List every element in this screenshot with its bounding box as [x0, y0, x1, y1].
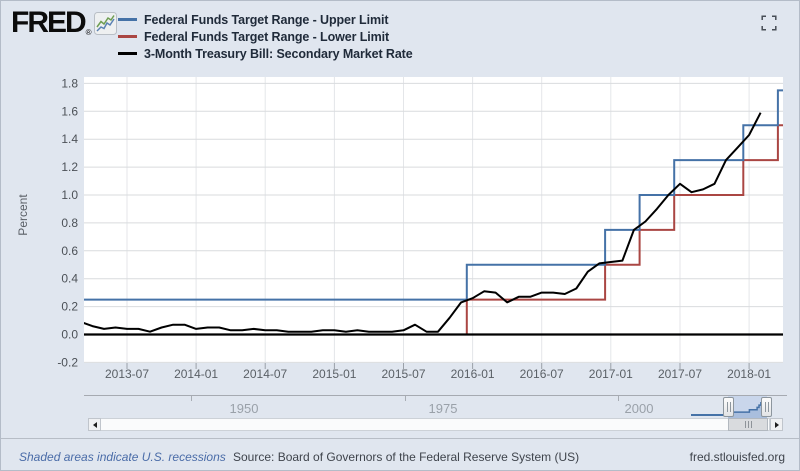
chart-scrollbar[interactable]	[84, 418, 787, 432]
svg-text:1.2: 1.2	[61, 160, 78, 174]
scroll-right-button[interactable]	[770, 418, 783, 431]
svg-text:2016-01: 2016-01	[451, 367, 495, 381]
footer: Shaded areas indicate U.S. recessions So…	[1, 438, 799, 470]
svg-text:2017-01: 2017-01	[589, 367, 633, 381]
recessions-note-link[interactable]: Shaded areas indicate U.S. recessions	[19, 450, 226, 464]
legend-label: Federal Funds Target Range - Lower Limit	[144, 29, 390, 44]
range-tick	[191, 396, 192, 401]
legend: Federal Funds Target Range - Upper Limit…	[118, 11, 413, 62]
chart-canvas[interactable]: 2013-07 2014-01 2014-07 2015-01 2015-07 2016-…	[1, 1, 800, 395]
scrollbar-thumb[interactable]	[728, 418, 768, 431]
scrollbar-track[interactable]	[97, 418, 770, 431]
legend-item-upper-limit[interactable]: Federal Funds Target Range - Upper Limit	[118, 11, 413, 28]
svg-text:2016-07: 2016-07	[520, 367, 564, 381]
svg-text:1.6: 1.6	[61, 104, 78, 118]
source-text: Source: Board of Governors of the Federa…	[233, 450, 580, 464]
svg-text:2014-07: 2014-07	[243, 367, 287, 381]
series-color-dash	[118, 35, 137, 38]
range-year-label: 1950	[229, 401, 259, 416]
scrollbar-grip-icon	[747, 421, 749, 428]
svg-text:2018-01: 2018-01	[727, 367, 771, 381]
range-tick	[405, 396, 406, 401]
legend-item-treasury-bill[interactable]: 3-Month Treasury Bill: Secondary Market …	[118, 45, 413, 62]
svg-text:0.4: 0.4	[61, 272, 78, 286]
range-left-handle[interactable]	[723, 397, 734, 417]
timeline-range-selector[interactable]: 1950 1975 2000	[84, 395, 787, 418]
registered-mark: ®	[85, 28, 92, 37]
svg-text:2015-07: 2015-07	[381, 367, 425, 381]
legend-label: 3-Month Treasury Bill: Secondary Market …	[144, 46, 413, 61]
svg-text:2013-07: 2013-07	[105, 367, 149, 381]
svg-text:0.8: 0.8	[61, 216, 78, 230]
series-color-dash	[118, 52, 137, 55]
left-arrow-icon	[92, 421, 97, 428]
svg-text:0.6: 0.6	[61, 244, 78, 258]
svg-text:-0.2: -0.2	[57, 355, 78, 369]
range-history-sparkline	[691, 414, 729, 416]
y-axis-title: Percent	[16, 194, 30, 236]
right-arrow-icon	[774, 421, 779, 428]
svg-text:2017-07: 2017-07	[658, 367, 702, 381]
fred-sparkline-icon	[93, 12, 117, 40]
range-right-handle[interactable]	[761, 397, 772, 417]
fred-logo-text: FRED	[11, 6, 87, 39]
svg-text:2014-01: 2014-01	[174, 367, 218, 381]
svg-text:1.0: 1.0	[61, 188, 78, 202]
legend-item-lower-limit[interactable]: Federal Funds Target Range - Lower Limit	[118, 28, 413, 45]
svg-text:1.8: 1.8	[61, 76, 78, 90]
site-text: fred.stlouisfed.org	[689, 450, 785, 464]
range-tick	[618, 396, 619, 401]
fred-logo[interactable]: FRED ®	[11, 6, 117, 40]
range-year-label: 1975	[428, 401, 458, 416]
svg-text:2015-01: 2015-01	[312, 367, 356, 381]
svg-text:0.2: 0.2	[61, 300, 78, 314]
fullscreen-icon[interactable]	[761, 15, 777, 31]
svg-text:1.4: 1.4	[61, 132, 78, 146]
range-year-label: 2000	[624, 401, 654, 416]
svg-text:0.0: 0.0	[61, 328, 78, 342]
legend-label: Federal Funds Target Range - Upper Limit	[144, 12, 389, 27]
series-color-dash	[118, 18, 137, 21]
scroll-left-button[interactable]	[88, 418, 101, 431]
